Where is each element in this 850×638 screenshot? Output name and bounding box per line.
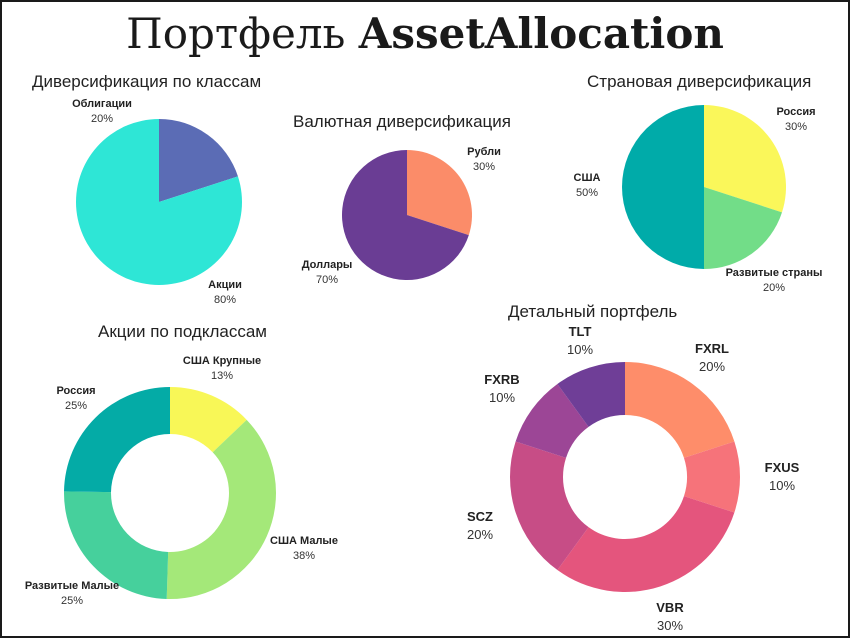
slice-label-name: Развитые Малые [24, 580, 120, 592]
slice-label-russia: Россия 30% [766, 105, 826, 135]
chart-title-country: Страновая диверсификация [587, 72, 812, 91]
slice-label-fxrl: FXRL 20% [682, 340, 742, 376]
slice-label-developed-small: Развитые Малые 25% [20, 579, 124, 609]
slice-label-name: Рубли [467, 146, 501, 158]
slice-label-name: США [573, 172, 601, 184]
slice-label-name: Россия [56, 385, 96, 397]
slice-label-percent: 20% [762, 282, 786, 294]
slice-label-percent: 25% [60, 595, 84, 607]
donut-chart-detailed [510, 362, 740, 592]
slice-label-percent: 20% [90, 113, 114, 125]
slice-label-usa: США 50% [562, 171, 612, 201]
slice-label-name: Доллары [301, 259, 353, 271]
slice-label-us-large: США Крупные 13% [174, 354, 270, 384]
slice-label-tlt: TLT 10% [550, 323, 610, 359]
slice-label-percent: 20% [466, 527, 494, 542]
page-title: Портфель AssetAllocation [2, 6, 848, 62]
pie-slice-country-2 [622, 105, 704, 269]
slice-label-vbr: VBR 30% [640, 599, 700, 635]
pie-chart-country [622, 105, 786, 269]
slice-label-name: США Малые [270, 535, 338, 547]
slice-label-russia-stocks: Россия 25% [46, 384, 106, 414]
slice-label-percent: 20% [698, 359, 726, 374]
page-title-bold: AssetAllocation [358, 9, 724, 58]
chart-title-subclasses: Акции по подклассам [98, 322, 267, 341]
slice-label-name: Россия [776, 106, 816, 118]
slice-label-percent: 30% [472, 161, 496, 173]
slice-label-name: FXUS [764, 460, 800, 475]
pie-slice-detailed-1 [683, 441, 740, 513]
pie-slice-detailed-4 [515, 383, 589, 458]
chart-title-detailed: Детальный портфель [508, 302, 678, 321]
slice-label-name: VBR [656, 600, 684, 615]
pie-slice-detailed-2 [557, 496, 735, 592]
slice-label-rubles: Рубли 30% [454, 145, 514, 175]
slice-label-percent: 80% [213, 294, 237, 306]
slice-label-percent: 10% [768, 478, 796, 493]
pie-slice-currency-0 [407, 150, 472, 236]
slice-label-developed: Развитые страны 20% [716, 266, 832, 296]
slice-label-name: FXRL [695, 341, 729, 356]
pie-slice-classes-0 [159, 119, 238, 202]
slice-label-percent: 38% [292, 550, 316, 562]
slice-label-stocks: Акции 80% [190, 278, 260, 308]
pie-slice-classes-1 [75, 119, 242, 285]
slice-label-percent: 70% [315, 274, 339, 286]
slice-label-percent: 25% [64, 400, 88, 412]
slice-label-fxus: FXUS 10% [752, 459, 812, 495]
slice-label-bonds: Облигации 20% [62, 97, 142, 127]
pie-slice-country-1 [704, 187, 782, 269]
slice-label-name: TLT [568, 324, 592, 339]
slice-label-name: США Крупные [182, 355, 262, 367]
pie-chart-classes [75, 119, 242, 285]
slice-label-fxrb: FXRB 10% [472, 371, 532, 407]
slice-label-percent: 50% [575, 187, 599, 199]
slice-label-name: Облигации [72, 98, 132, 110]
slice-label-percent: 30% [656, 618, 684, 633]
pie-slice-detailed-3 [510, 441, 589, 571]
pie-slice-subclasses-3 [64, 387, 170, 493]
slice-label-name: Развитые страны [725, 267, 823, 279]
pie-chart-currency [342, 150, 472, 280]
slice-label-us-small: США Малые 38% [264, 534, 344, 564]
slice-label-scz: SCZ 20% [450, 508, 510, 544]
slice-label-percent: 13% [210, 370, 234, 382]
donut-chart-subclasses [63, 387, 276, 599]
pie-slice-subclasses-0 [170, 387, 247, 453]
slice-label-name: SCZ [467, 509, 493, 524]
slice-label-dollars: Доллары 70% [287, 258, 367, 288]
pie-slice-subclasses-2 [63, 491, 169, 599]
pie-slice-country-0 [704, 105, 786, 213]
slice-label-percent: 10% [488, 390, 516, 405]
pie-slice-subclasses-1 [166, 419, 276, 599]
slice-label-name: Акции [208, 279, 242, 291]
chart-title-classes: Диверсификация по классам [32, 72, 262, 91]
pie-slice-currency-1 [342, 150, 469, 280]
page-title-regular: Портфель [126, 9, 359, 58]
pie-slice-detailed-0 [625, 362, 735, 458]
slice-label-percent: 10% [566, 342, 594, 357]
slice-label-name: FXRB [484, 372, 520, 387]
chart-title-currency: Валютная диверсификация [293, 112, 511, 131]
slice-label-percent: 30% [784, 121, 808, 133]
pie-slice-detailed-5 [557, 362, 625, 427]
